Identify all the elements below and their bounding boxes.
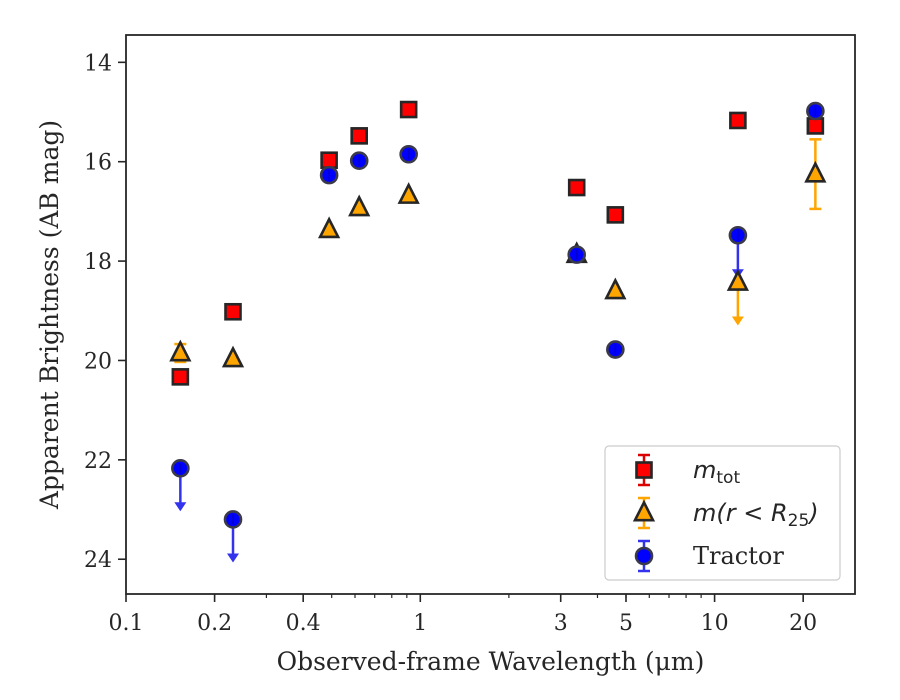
x-tick-label: 5 bbox=[619, 611, 633, 636]
data-markers bbox=[169, 100, 827, 529]
y-tick-label: 18 bbox=[84, 250, 112, 275]
series-1-point bbox=[399, 100, 418, 119]
series-2-point bbox=[221, 345, 245, 368]
y-tick-label: 16 bbox=[84, 151, 112, 176]
x-axis-label: Observed-frame Wavelength (μm) bbox=[277, 647, 705, 676]
series-2-upper-limit-head bbox=[731, 316, 744, 326]
series-1-point bbox=[567, 178, 586, 197]
series-2-point bbox=[604, 277, 627, 300]
x-tick-label: 0.2 bbox=[197, 611, 232, 636]
legend-label: m(r < R25) bbox=[693, 499, 819, 531]
series-1-point bbox=[320, 151, 338, 170]
x-tick-label: 0.1 bbox=[109, 611, 144, 636]
legend-label: Tractor bbox=[693, 542, 784, 570]
x-tick-label: 10 bbox=[701, 611, 729, 636]
legend-box bbox=[604, 445, 841, 581]
series-1-point bbox=[806, 117, 825, 135]
series-1-point bbox=[224, 302, 242, 321]
series-2-point bbox=[169, 339, 192, 362]
series-2-point bbox=[726, 269, 750, 291]
series-2-point bbox=[397, 182, 420, 204]
series-2-point bbox=[348, 194, 371, 217]
axes-frame bbox=[125, 34, 856, 595]
x-tick-label: 3 bbox=[554, 611, 568, 636]
y-axis-label: Apparent Brightness (AB mag) bbox=[35, 120, 64, 510]
x-tick-label: 0.4 bbox=[286, 611, 321, 636]
series-3-upper-limit-head bbox=[227, 553, 240, 563]
y-tick-label: 14 bbox=[84, 51, 112, 76]
legend: mtot m(r < R25) Tractor bbox=[604, 445, 841, 581]
y-tick-label: 22 bbox=[84, 449, 112, 474]
legend-label: mtot bbox=[693, 456, 740, 488]
y-tick-label: 20 bbox=[84, 349, 112, 374]
series-2-point bbox=[317, 216, 341, 239]
series-1-point bbox=[171, 368, 190, 386]
x-tick-label: 1 bbox=[413, 611, 427, 636]
y-tick-label: 24 bbox=[84, 548, 112, 573]
series-2-point bbox=[804, 160, 827, 183]
legend-marker bbox=[634, 546, 654, 566]
legend-marker bbox=[632, 499, 656, 522]
series-1-point bbox=[606, 206, 625, 224]
legend-marker bbox=[635, 461, 653, 479]
x-tick-label: 20 bbox=[789, 611, 817, 636]
axes: 0.1 0.2 0.4 1 3 5 10 20 14 16 18 20 22 24 bbox=[84, 34, 856, 636]
series-1-point bbox=[729, 111, 747, 130]
series-3-upper-limit-head bbox=[174, 502, 187, 512]
series-1-point bbox=[350, 127, 368, 145]
